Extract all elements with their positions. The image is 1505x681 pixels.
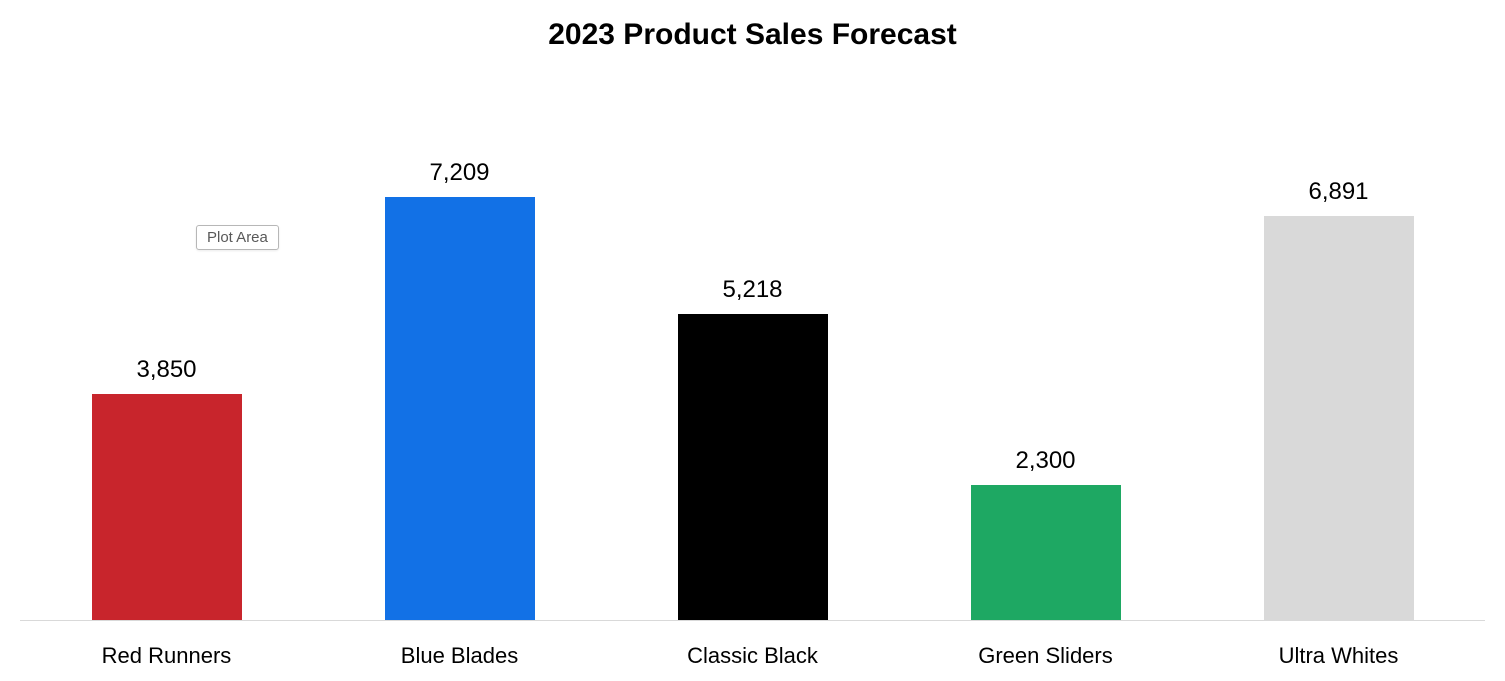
plot-area-tooltip: Plot Area xyxy=(196,225,279,250)
bar-value-label: 5,218 xyxy=(722,276,782,304)
bar-slot: 7,209 xyxy=(313,75,606,620)
bars-row: 3,850 7,209 5,218 2,300 6,891 xyxy=(20,75,1485,620)
bar-value-label: 3,850 xyxy=(136,356,196,384)
bar-value-label: 6,891 xyxy=(1308,178,1368,206)
x-axis-labels: Red Runners Blue Blades Classic Black Gr… xyxy=(20,643,1485,669)
bar-value-label: 2,300 xyxy=(1015,447,1075,475)
chart-title: 2023 Product Sales Forecast xyxy=(0,0,1505,52)
x-axis-label: Red Runners xyxy=(20,643,313,669)
bar-slot: 5,218 xyxy=(606,75,899,620)
plot-area: 3,850 7,209 5,218 2,300 6,891 xyxy=(20,75,1485,621)
bar-slot: 2,300 xyxy=(899,75,1192,620)
bar-slot: 6,891 xyxy=(1192,75,1485,620)
bar-value-label: 7,209 xyxy=(429,159,489,187)
x-axis-label: Blue Blades xyxy=(313,643,606,669)
bar-classic-black xyxy=(678,314,828,620)
bar-blue-blades xyxy=(385,197,535,620)
bar-ultra-whites xyxy=(1264,216,1414,620)
x-axis-label: Ultra Whites xyxy=(1192,643,1485,669)
x-axis-label: Classic Black xyxy=(606,643,899,669)
bar-red-runners xyxy=(92,394,242,620)
bar-green-sliders xyxy=(971,485,1121,620)
bar-slot: 3,850 xyxy=(20,75,313,620)
x-axis-label: Green Sliders xyxy=(899,643,1192,669)
